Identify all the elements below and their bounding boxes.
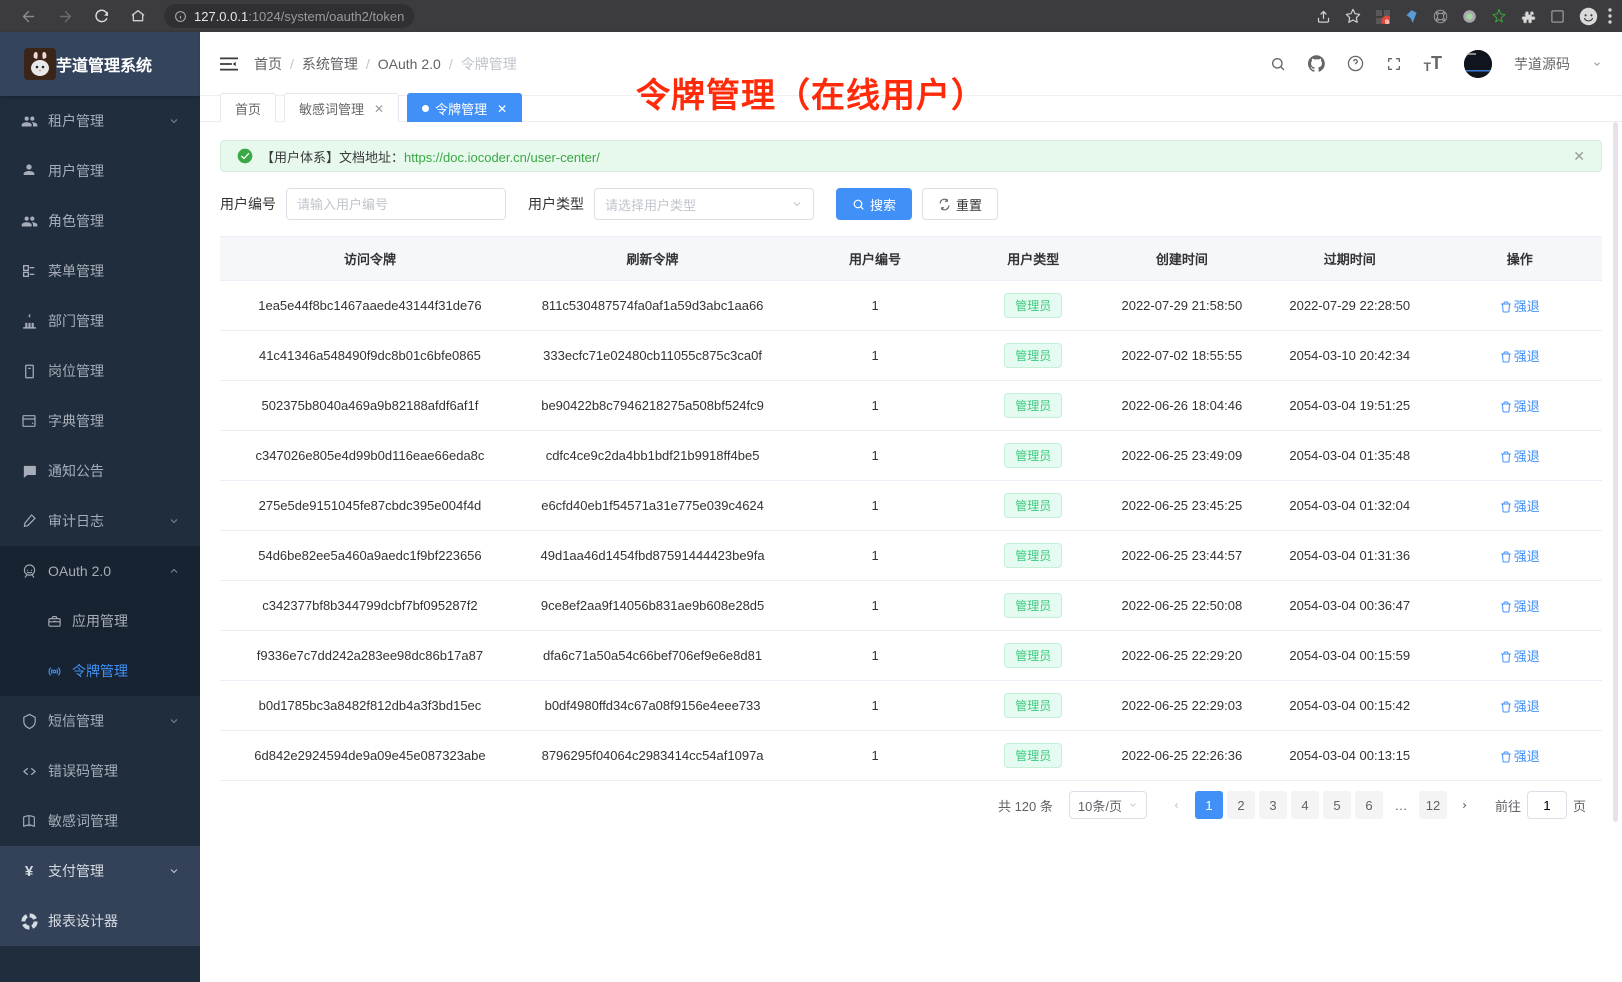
svg-text:9: 9 bbox=[1385, 17, 1389, 24]
